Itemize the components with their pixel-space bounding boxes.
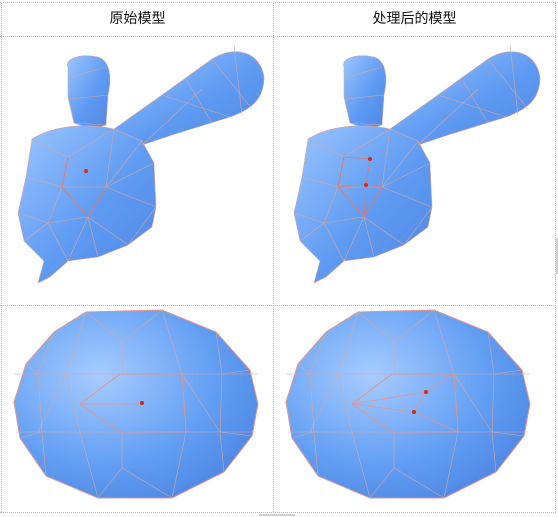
vertex-marker [84, 169, 88, 173]
ellipsoid-mesh [13, 309, 259, 499]
bunny-mesh [293, 44, 541, 284]
bunny-original-figure [2, 37, 273, 305]
table-left-border [1, 2, 2, 512]
scrollbar-thumb[interactable] [556, 238, 558, 274]
ellipsoid-processed-figure [274, 306, 555, 512]
vertex-marker [364, 183, 368, 187]
table-top-border [0, 2, 556, 3]
vertex-marker [368, 157, 372, 161]
header-processed-model: 处理后的模型 [372, 11, 457, 27]
ellipsoid-mesh [285, 309, 531, 499]
resize-handle[interactable] [259, 514, 295, 516]
table-bottom-border [0, 512, 556, 513]
bunny-mesh [17, 44, 265, 284]
vertex-marker [424, 390, 428, 394]
bunny-processed-figure [274, 37, 555, 305]
header-original-model: 原始模型 [109, 11, 166, 27]
vertex-marker [140, 401, 144, 405]
ellipsoid-original-figure [2, 306, 273, 512]
column-divider [273, 2, 274, 512]
table-right-border [555, 2, 556, 512]
header-divider [0, 36, 556, 37]
row-divider [0, 305, 556, 306]
vertex-marker [412, 410, 416, 414]
